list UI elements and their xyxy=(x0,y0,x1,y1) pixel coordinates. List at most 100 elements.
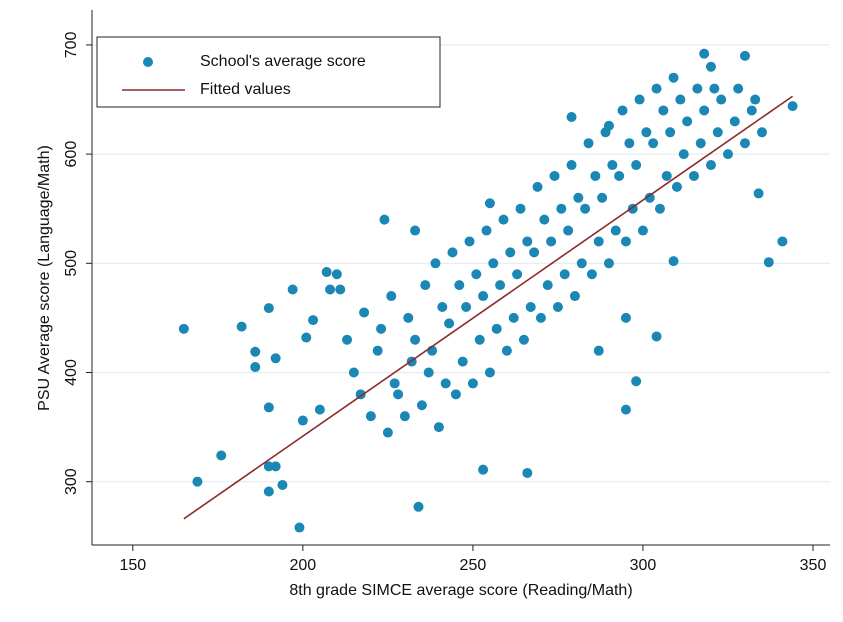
point xyxy=(739,50,750,61)
point xyxy=(692,83,703,94)
point xyxy=(637,225,648,236)
point xyxy=(498,214,509,225)
y-tick-label: 500 xyxy=(63,250,80,277)
point xyxy=(379,214,390,225)
point xyxy=(471,269,482,280)
point xyxy=(641,127,652,138)
point xyxy=(270,461,281,472)
point xyxy=(474,334,485,345)
point xyxy=(430,258,441,269)
point xyxy=(668,256,679,267)
point xyxy=(461,301,472,312)
point xyxy=(270,353,281,364)
point xyxy=(508,312,519,323)
x-tick-label: 350 xyxy=(800,557,827,574)
point xyxy=(484,198,495,209)
point xyxy=(440,378,451,389)
point xyxy=(410,225,421,236)
point xyxy=(294,522,305,533)
point xyxy=(389,378,400,389)
point xyxy=(675,94,686,105)
point xyxy=(512,269,523,280)
legend-label: Fitted values xyxy=(200,81,291,98)
point xyxy=(620,236,631,247)
point xyxy=(610,225,621,236)
point xyxy=(787,101,798,112)
point xyxy=(739,138,750,149)
point xyxy=(410,334,421,345)
point xyxy=(301,332,312,343)
point xyxy=(263,402,274,413)
point xyxy=(651,83,662,94)
point xyxy=(478,291,489,302)
point xyxy=(314,404,325,415)
point xyxy=(386,291,397,302)
y-axis-title: PSU Average score (Language/Math) xyxy=(36,145,53,411)
point xyxy=(682,116,693,127)
point xyxy=(644,192,655,203)
point xyxy=(695,138,706,149)
y-tick-label: 300 xyxy=(63,468,80,495)
point xyxy=(437,301,448,312)
point xyxy=(746,105,757,116)
point xyxy=(648,138,659,149)
point xyxy=(532,181,543,192)
point xyxy=(607,160,618,171)
point xyxy=(250,362,261,373)
point xyxy=(763,257,774,268)
point xyxy=(467,378,478,389)
point xyxy=(287,284,298,295)
point xyxy=(491,323,502,334)
y-tick-label: 400 xyxy=(63,359,80,386)
point xyxy=(750,94,761,105)
point xyxy=(454,280,465,291)
point xyxy=(603,258,614,269)
point xyxy=(464,236,475,247)
point xyxy=(614,170,625,181)
point xyxy=(372,345,383,356)
x-tick-label: 300 xyxy=(630,557,657,574)
point xyxy=(620,312,631,323)
point xyxy=(501,345,512,356)
point xyxy=(654,203,665,214)
point xyxy=(393,389,404,400)
point xyxy=(481,225,492,236)
y-tick-label: 700 xyxy=(63,31,80,58)
point xyxy=(308,315,319,326)
point xyxy=(444,318,455,329)
point xyxy=(484,367,495,378)
point xyxy=(600,127,611,138)
x-tick-label: 150 xyxy=(119,557,146,574)
point xyxy=(624,138,635,149)
point xyxy=(699,48,710,59)
point xyxy=(590,170,601,181)
point xyxy=(522,467,533,478)
point xyxy=(566,160,577,171)
point xyxy=(277,479,288,490)
point xyxy=(665,127,676,138)
point xyxy=(716,94,727,105)
point xyxy=(450,389,461,400)
point xyxy=(661,170,672,181)
point xyxy=(403,312,414,323)
point xyxy=(529,247,540,258)
point xyxy=(236,321,247,332)
point xyxy=(478,464,489,475)
point xyxy=(539,214,550,225)
point xyxy=(518,334,529,345)
point xyxy=(586,269,597,280)
point xyxy=(495,280,506,291)
x-axis-title: 8th grade SIMCE average score (Reading/M… xyxy=(289,582,632,599)
point xyxy=(525,301,536,312)
point xyxy=(620,404,631,415)
point xyxy=(263,303,274,314)
point xyxy=(399,411,410,422)
point xyxy=(549,170,560,181)
point xyxy=(376,323,387,334)
point xyxy=(335,284,346,295)
point xyxy=(420,280,431,291)
fit-line xyxy=(183,95,794,520)
point xyxy=(535,312,546,323)
legend-box xyxy=(96,36,441,108)
